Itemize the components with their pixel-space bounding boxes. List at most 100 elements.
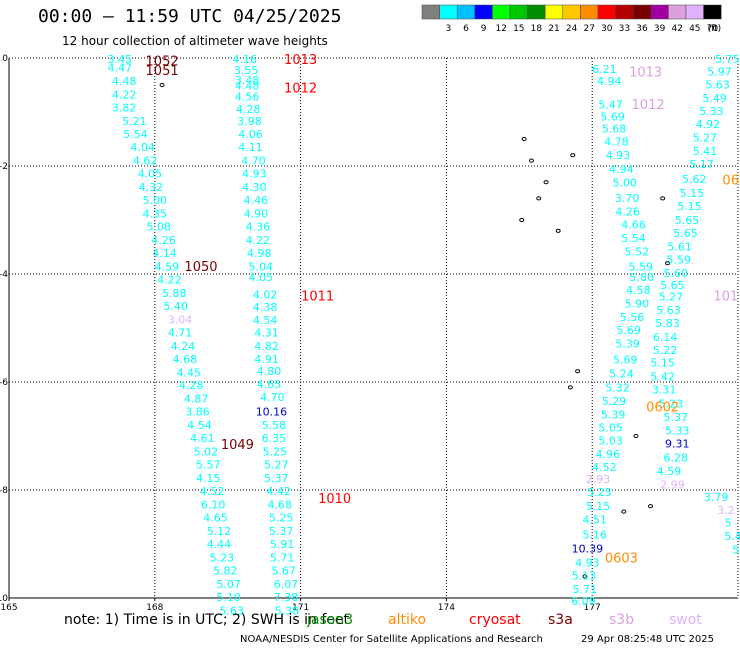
swh-value: 6.21 — [592, 63, 617, 76]
swh-value: 3.45 — [108, 53, 133, 66]
swh-value: 5.13 — [572, 569, 597, 582]
swh-value: 6.09 — [571, 595, 596, 608]
swh-value: 5.69 — [613, 353, 638, 366]
swh-value: 5.80 — [630, 271, 655, 284]
island-outline — [633, 433, 639, 439]
pass-label: 1051 — [146, 64, 179, 79]
swh-value: 4.90 — [244, 208, 269, 221]
swh-value: 4.96 — [596, 448, 621, 461]
swh-value: 5.27 — [264, 459, 289, 472]
swh-value: 3.86 — [185, 406, 210, 419]
pass-label: 1013 — [284, 53, 317, 68]
satellite-altiko: altiko — [388, 612, 427, 628]
island-outline — [570, 153, 576, 158]
swh-value: 4.80 — [257, 365, 282, 378]
swh-value: 5.41 — [693, 145, 718, 158]
swh-value: 4.91 — [254, 353, 279, 366]
swh-value: 4.98 — [247, 247, 272, 260]
legend-label: 12 — [495, 24, 506, 34]
legend-label: 6 — [463, 24, 469, 34]
legend-label: 39 — [654, 24, 666, 34]
x-tick-label: 165 — [0, 603, 17, 613]
swh-value: 4.93 — [575, 556, 600, 569]
swh-value: 5.39 — [615, 338, 640, 351]
swh-value: 5.97 — [707, 66, 732, 79]
pass-label: 06 — [722, 174, 739, 189]
legend-label: 45 — [689, 24, 700, 34]
legend-swatch — [597, 4, 616, 20]
swh-value: 5.37 — [664, 411, 689, 424]
swh-value: 5.27 — [659, 291, 684, 304]
legend-label: 9 — [481, 24, 487, 34]
swh-value: 5.37 — [269, 525, 294, 538]
swh-value: 5.90 — [625, 298, 650, 311]
swh-value: 5.22 — [653, 344, 678, 357]
legend-swatch — [544, 4, 564, 20]
legend-swatch — [650, 4, 669, 20]
footer-note: note: 1) Time is in UTC; 2) SWH is in fe… — [64, 612, 350, 628]
swh-value: 4.58 — [626, 284, 651, 297]
swh-value: 4.71 — [168, 326, 193, 339]
swh-value: 5.54 — [621, 232, 646, 245]
swh-value: 5.27 — [693, 131, 718, 144]
swh-value: 4.70 — [241, 155, 266, 168]
swh-value: 5.71 — [573, 583, 598, 596]
swh-value: 5.4 — [724, 530, 740, 543]
swh-value: 4.52 — [592, 461, 617, 474]
swh-value: 5.17 — [689, 158, 714, 171]
swh-value: 5.03 — [598, 434, 623, 447]
swh-value: 5.00 — [613, 177, 638, 190]
swh-value: 6.10 — [201, 499, 226, 512]
swh-value: 4.66 — [621, 218, 646, 231]
swh-value: 5.88 — [162, 287, 187, 300]
swh-value: 9.31 — [665, 438, 690, 451]
swh-value: 5.52 — [625, 245, 650, 258]
swh-value: 5.05 — [598, 421, 623, 434]
island-outline — [543, 180, 549, 185]
swh-value: 6.28 — [664, 452, 689, 465]
pass-label: 1012 — [632, 98, 665, 113]
swh-value: 4.92 — [696, 118, 721, 131]
legend-label: 27 — [583, 24, 594, 34]
swh-value: 5.12 — [207, 525, 232, 538]
swh-value: 5.25 — [269, 512, 294, 525]
swh-value: 5.16 — [582, 528, 607, 541]
x-tick-label: 174 — [438, 603, 455, 613]
swh-value: 5.39 — [601, 408, 626, 421]
swh-value: 5.62 — [682, 173, 707, 186]
swh-value: 4.59 — [657, 465, 682, 478]
swh-value: 4.26 — [615, 205, 640, 218]
swh-value: 4.51 — [582, 514, 607, 527]
swh-value: 5.15 — [677, 200, 702, 213]
legend-swatch — [668, 4, 687, 20]
y-tick-label: -2 — [0, 162, 8, 172]
legend-label: 70 — [707, 24, 719, 34]
swh-value: 4.05 — [138, 168, 163, 181]
swh-value: 6.35 — [262, 432, 287, 445]
swh-value: 5.15 — [586, 500, 611, 513]
swh-value: 5.68 — [602, 123, 627, 136]
swh-value: 4.78 — [604, 136, 629, 149]
satellite-s3b: s3b — [609, 612, 635, 628]
swh-value: 5.04 — [248, 260, 273, 273]
swh-value: 5.91 — [270, 538, 295, 551]
island-outline — [159, 82, 165, 88]
pass-label: 1052 — [146, 55, 179, 70]
legend-swatch — [509, 4, 528, 20]
swh-value: 4.65 — [203, 512, 228, 525]
pass-label: 0602 — [646, 400, 679, 415]
swh-value: 4.22 — [157, 273, 182, 286]
legend-swatch — [580, 4, 599, 20]
swh-value: 3.48 — [235, 74, 260, 87]
swh-value: 5.65 — [675, 214, 700, 227]
swh-value: 3.82 — [112, 102, 137, 115]
island-outline — [567, 385, 573, 390]
swh-value: 3.98 — [237, 115, 262, 128]
island-outline — [555, 228, 561, 233]
swh-value: 4.36 — [246, 220, 271, 233]
swh-value: 4.46 — [244, 194, 269, 207]
swh-value: 5.82 — [213, 564, 238, 577]
legend-swatch — [492, 4, 511, 20]
swh-value: 3.31 — [652, 384, 677, 397]
